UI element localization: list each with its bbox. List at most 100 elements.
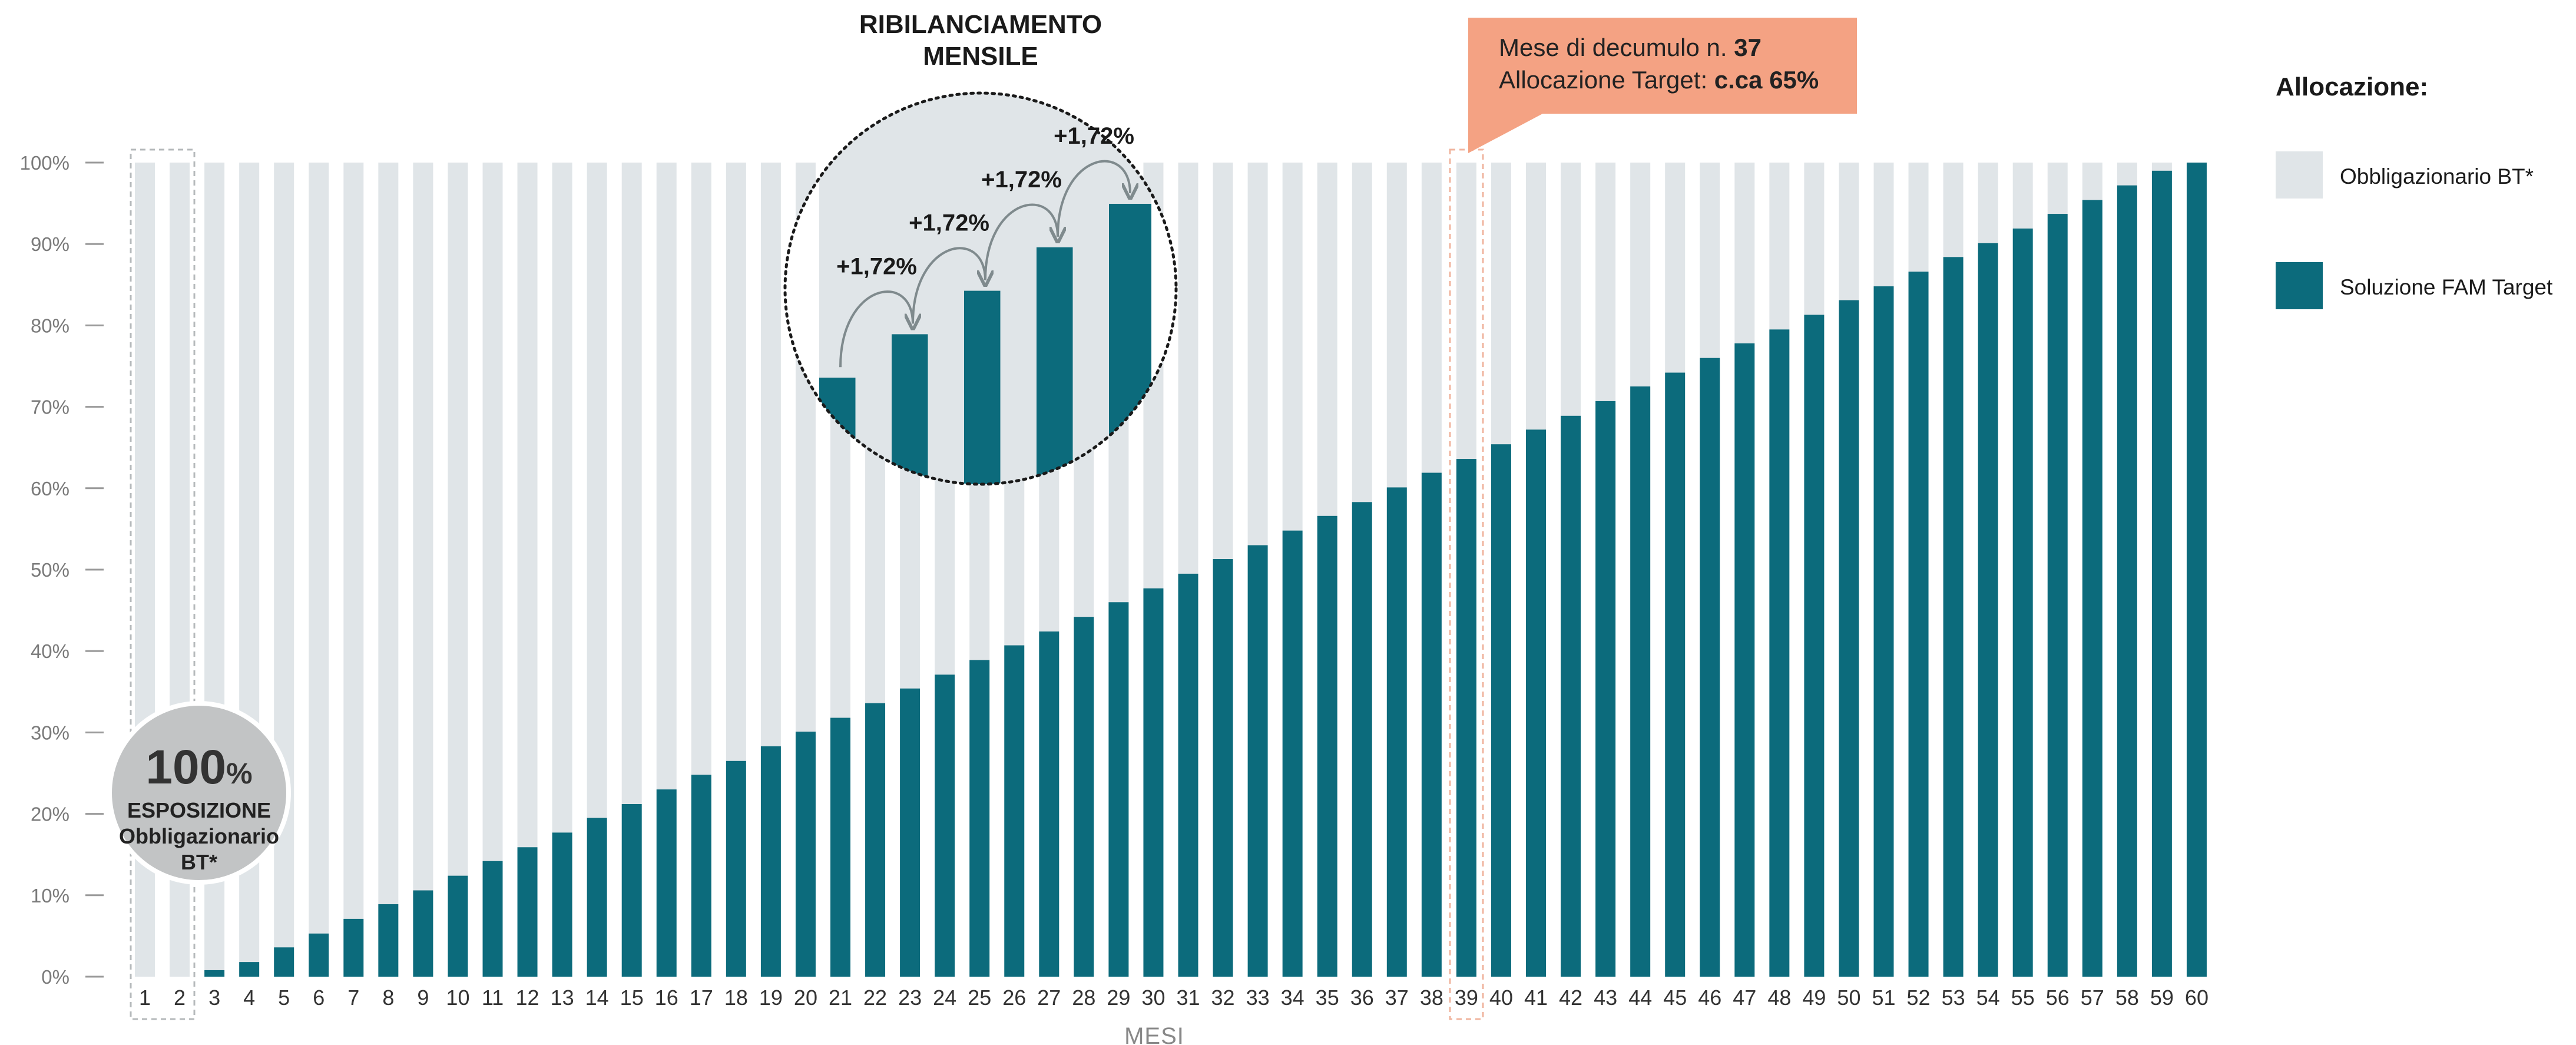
bar-bond-month-37 (1386, 163, 1407, 488)
x-tick-label: 34 (1281, 986, 1304, 1010)
bar-fam-target-month-37 (1386, 487, 1407, 977)
bar-fam-target-month-9 (413, 890, 433, 977)
bar-fam-target-month-53 (1943, 257, 1964, 977)
bar-fam-target-month-55 (2012, 228, 2033, 977)
y-tick-label: 0% (41, 966, 69, 988)
bar-fam-target-month-49 (1804, 315, 1825, 977)
bar-fam-target-month-10 (448, 875, 468, 977)
bar-fam-target-month-42 (1561, 415, 1581, 977)
bar-bond-month-34 (1282, 163, 1303, 531)
bar-fam-target-month-29 (1108, 602, 1129, 977)
y-tick-label: 40% (31, 640, 69, 662)
bar-fam-target-month-11 (482, 861, 503, 977)
bar-bond-month-55 (2012, 163, 2033, 229)
bar-bond-month-42 (1561, 163, 1581, 416)
inset-border (783, 91, 1178, 486)
bar-fam-target-month-19 (760, 746, 781, 977)
bar-fam-target-month-59 (2151, 170, 2172, 977)
x-tick-label: 7 (347, 986, 359, 1010)
inset-bar-bond (855, 93, 898, 484)
bar-fam-target-month-28 (1074, 617, 1094, 977)
badge-line-1: ESPOSIZIONE (127, 798, 271, 822)
y-tick-label: 100% (20, 152, 69, 174)
x-tick-label: 45 (1663, 986, 1687, 1010)
bar-bond-month-56 (2047, 163, 2068, 214)
x-tick-label: 49 (1802, 986, 1826, 1010)
bar-bond-month-52 (1908, 163, 1929, 272)
callout-box: Mese di decumulo n. 37 Allocazione Targe… (1468, 18, 1857, 153)
bar-bond-month-32 (1213, 163, 1233, 560)
increment-arrow (912, 247, 985, 324)
legend-swatch-fam-target (2276, 262, 2323, 309)
bar-bond-month-14 (587, 163, 607, 818)
x-tick-label: 4 (243, 986, 255, 1010)
bar-bond-month-47 (1734, 163, 1755, 343)
increment-arrow (1057, 160, 1130, 237)
bar-fam-target-month-58 (2117, 185, 2137, 977)
y-tick-label: 80% (31, 315, 69, 336)
x-tick-label: 54 (1976, 986, 2000, 1010)
legend: Allocazione: Obbligazionario BT* Soluzio… (2276, 72, 2553, 309)
bar-fam-target-month-3 (204, 970, 225, 977)
x-tick-label: 30 (1141, 986, 1165, 1010)
bar-fam-target-month-35 (1317, 515, 1337, 977)
callout-pointer (1468, 103, 1546, 153)
x-tick-label: 10 (446, 986, 469, 1010)
bar-fam-target-month-31 (1178, 573, 1198, 977)
bar-fam-target-month-33 (1247, 545, 1268, 977)
bar-bond-month-12 (517, 163, 538, 848)
x-tick-label: 9 (417, 986, 429, 1010)
bar-bond-month-57 (2082, 163, 2102, 200)
x-tick-label: 28 (1072, 986, 1095, 1010)
bar-bond-month-50 (1839, 163, 1859, 300)
x-tick-label: 44 (1628, 986, 1652, 1010)
highlight-box-month-39 (1449, 148, 1484, 1020)
x-tick-label: 38 (1420, 986, 1443, 1010)
bar-bond-month-10 (448, 163, 468, 876)
bar-bond-month-46 (1700, 163, 1720, 358)
x-tick-label: 51 (1872, 986, 1895, 1010)
bar-fam-target-month-20 (795, 732, 816, 977)
bar-bond-month-36 (1352, 163, 1372, 502)
increment-label: +1,72% (1054, 123, 1134, 149)
bar-fam-target-month-25 (969, 660, 990, 977)
x-tick-label: 43 (1594, 986, 1617, 1010)
bar-fam-target-month-39 (1456, 459, 1476, 977)
bar-fam-target-month-26 (1004, 645, 1025, 977)
bar-bond-month-58 (2117, 163, 2137, 186)
x-tick-label: 11 (482, 986, 504, 1010)
increment-arrow (839, 290, 913, 368)
bar-bond-month-51 (1873, 163, 1894, 287)
bar-bond-month-6 (309, 163, 329, 934)
x-tick-label: 42 (1559, 986, 1582, 1010)
bar-fam-target-month-23 (900, 688, 921, 977)
bar-bond-month-7 (343, 163, 364, 919)
x-tick-label: 31 (1176, 986, 1200, 1010)
x-tick-label: 25 (968, 986, 991, 1010)
x-tick-label: 18 (724, 986, 748, 1010)
callout-line-2: Allocazione Target: c.ca 65% (1499, 66, 1819, 94)
bar-fam-target-month-47 (1734, 343, 1755, 977)
bar-fam-target-month-24 (935, 674, 955, 977)
bar-fam-target-month-21 (830, 717, 850, 977)
legend-title: Allocazione: (2276, 72, 2428, 101)
bar-bond-month-15 (621, 163, 642, 805)
x-tick-label: 5 (278, 986, 290, 1010)
x-tick-label: 35 (1316, 986, 1339, 1010)
bar-fam-target-month-7 (343, 918, 364, 977)
x-tick-label: 6 (313, 986, 325, 1010)
inset-bar-fam-target (892, 334, 934, 484)
increment-label: +1,72% (981, 167, 1062, 193)
increment-arrow (984, 203, 1058, 280)
x-tick-label: 52 (1907, 986, 1931, 1010)
x-axis: 1 2 3 4 5 6 7 8 9 10 11 12 13 14 15 16 17 18 19 20 21 22 23 24 2… (139, 986, 2209, 1010)
x-tick-label: 24 (933, 986, 956, 1010)
x-tick-label: 40 (1489, 986, 1513, 1010)
highlight-box-months-1-2 (130, 148, 196, 1020)
x-tick-label: 57 (2081, 986, 2104, 1010)
bar-fam-target-month-45 (1665, 372, 1686, 977)
bar-fam-target-month-41 (1526, 429, 1546, 977)
bar-fam-target-month-56 (2047, 214, 2068, 977)
bar-fam-target-month-57 (2082, 200, 2102, 977)
